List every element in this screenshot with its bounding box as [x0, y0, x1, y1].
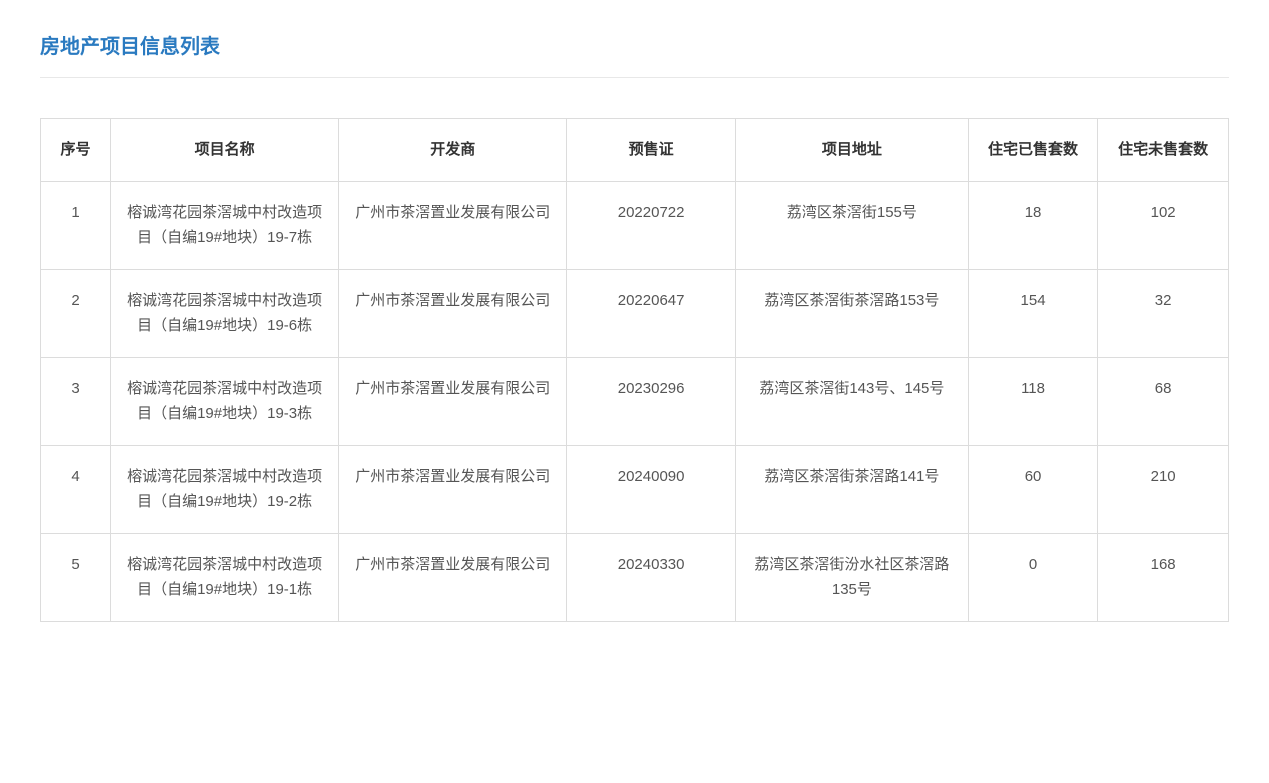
col-header-cert: 预售证 [567, 119, 736, 182]
cell-address: 荔湾区茶滘街茶滘路141号 [735, 445, 968, 533]
cell-developer: 广州市茶滘置业发展有限公司 [339, 269, 567, 357]
cell-index: 2 [41, 269, 111, 357]
col-header-developer: 开发商 [339, 119, 567, 182]
cell-name: 榕诚湾花园茶滘城中村改造项目（自编19#地块）19-2栋 [111, 445, 339, 533]
cell-name: 榕诚湾花园茶滘城中村改造项目（自编19#地块）19-6栋 [111, 269, 339, 357]
cell-address: 荔湾区茶滘街汾水社区茶滘路135号 [735, 533, 968, 621]
cell-developer: 广州市茶滘置业发展有限公司 [339, 357, 567, 445]
table-row: 3榕诚湾花园茶滘城中村改造项目（自编19#地块）19-3栋广州市茶滘置业发展有限… [41, 357, 1229, 445]
cell-sold: 18 [968, 181, 1097, 269]
table-row: 5榕诚湾花园茶滘城中村改造项目（自编19#地块）19-1栋广州市茶滘置业发展有限… [41, 533, 1229, 621]
cell-unsold: 210 [1098, 445, 1229, 533]
cell-unsold: 168 [1098, 533, 1229, 621]
col-header-index: 序号 [41, 119, 111, 182]
cell-sold: 0 [968, 533, 1097, 621]
cell-cert: 20240330 [567, 533, 736, 621]
cell-cert: 20240090 [567, 445, 736, 533]
page-title: 房地产项目信息列表 [40, 30, 1229, 78]
cell-developer: 广州市茶滘置业发展有限公司 [339, 533, 567, 621]
cell-developer: 广州市茶滘置业发展有限公司 [339, 445, 567, 533]
cell-name: 榕诚湾花园茶滘城中村改造项目（自编19#地块）19-3栋 [111, 357, 339, 445]
table-row: 4榕诚湾花园茶滘城中村改造项目（自编19#地块）19-2栋广州市茶滘置业发展有限… [41, 445, 1229, 533]
cell-address: 荔湾区茶滘街茶滘路153号 [735, 269, 968, 357]
table-header-row: 序号 项目名称 开发商 预售证 项目地址 住宅已售套数 住宅未售套数 [41, 119, 1229, 182]
projects-table: 序号 项目名称 开发商 预售证 项目地址 住宅已售套数 住宅未售套数 1榕诚湾花… [40, 118, 1229, 622]
cell-unsold: 102 [1098, 181, 1229, 269]
cell-index: 4 [41, 445, 111, 533]
cell-sold: 118 [968, 357, 1097, 445]
cell-sold: 154 [968, 269, 1097, 357]
cell-address: 荔湾区茶滘街155号 [735, 181, 968, 269]
col-header-name: 项目名称 [111, 119, 339, 182]
cell-name: 榕诚湾花园茶滘城中村改造项目（自编19#地块）19-1栋 [111, 533, 339, 621]
cell-index: 1 [41, 181, 111, 269]
cell-address: 荔湾区茶滘街143号、145号 [735, 357, 968, 445]
col-header-sold: 住宅已售套数 [968, 119, 1097, 182]
table-row: 2榕诚湾花园茶滘城中村改造项目（自编19#地块）19-6栋广州市茶滘置业发展有限… [41, 269, 1229, 357]
col-header-address: 项目地址 [735, 119, 968, 182]
cell-cert: 20220647 [567, 269, 736, 357]
cell-sold: 60 [968, 445, 1097, 533]
cell-index: 3 [41, 357, 111, 445]
cell-index: 5 [41, 533, 111, 621]
cell-cert: 20220722 [567, 181, 736, 269]
cell-name: 榕诚湾花园茶滘城中村改造项目（自编19#地块）19-7栋 [111, 181, 339, 269]
cell-cert: 20230296 [567, 357, 736, 445]
cell-developer: 广州市茶滘置业发展有限公司 [339, 181, 567, 269]
cell-unsold: 68 [1098, 357, 1229, 445]
col-header-unsold: 住宅未售套数 [1098, 119, 1229, 182]
cell-unsold: 32 [1098, 269, 1229, 357]
table-row: 1榕诚湾花园茶滘城中村改造项目（自编19#地块）19-7栋广州市茶滘置业发展有限… [41, 181, 1229, 269]
